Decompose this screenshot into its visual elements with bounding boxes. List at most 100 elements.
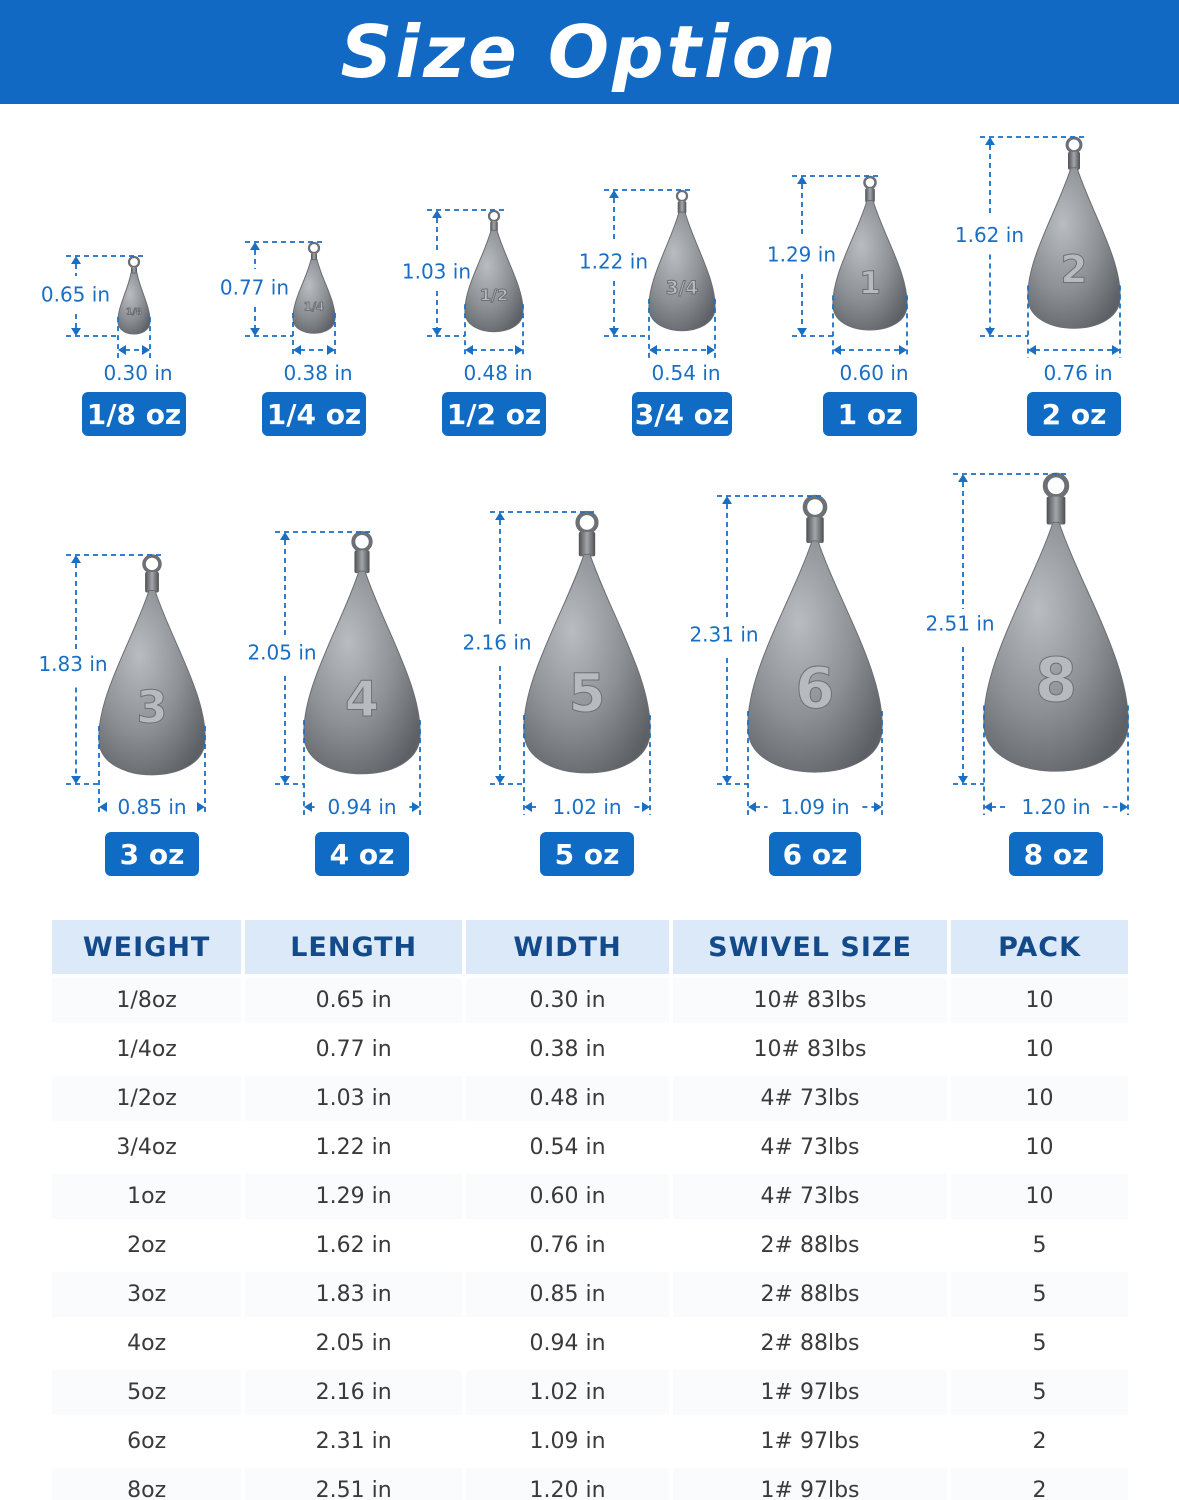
arrowhead — [99, 802, 107, 812]
arrowhead — [412, 802, 420, 812]
width-label: 0.94 in — [327, 795, 396, 819]
width-label: 1.09 in — [780, 795, 849, 819]
width-label: 0.54 in — [651, 361, 720, 385]
header-width: WIDTH — [466, 920, 669, 974]
cell-pack: 5 — [951, 1321, 1128, 1366]
arrowhead — [71, 328, 81, 336]
arrowhead — [515, 345, 523, 355]
cell-length: 2.16 in — [245, 1370, 463, 1415]
swivel-barrel — [354, 550, 370, 574]
sinker-body — [98, 590, 206, 776]
sinker-mark: 6 — [795, 656, 834, 721]
cell-pack: 2 — [951, 1419, 1128, 1464]
swivel-eye — [575, 510, 599, 535]
arrowhead — [280, 532, 290, 540]
arrowhead — [293, 345, 301, 355]
weight-badge: 5 oz — [540, 832, 634, 876]
sinker-8: 4 2.05 in 0.94 in — [247, 531, 421, 819]
arrowhead — [984, 802, 992, 812]
arrowhead — [874, 802, 882, 812]
width-label: 0.76 in — [1043, 361, 1112, 385]
arrowhead — [609, 190, 619, 198]
sinker-mark: 2 — [1061, 248, 1088, 293]
weight-badge: 4 oz — [315, 832, 409, 876]
length-label: 1.29 in — [767, 243, 836, 267]
swivel-eye — [863, 175, 877, 190]
cell-pack: 10 — [951, 1125, 1128, 1170]
swivel-eye — [127, 255, 141, 269]
cell-weight: 8oz — [52, 1468, 242, 1500]
cell-length: 1.62 in — [245, 1223, 463, 1268]
swivel-barrel — [145, 571, 159, 593]
length-label: 1.03 in — [402, 260, 471, 284]
sinker-7: 3 1.83 in 0.85 in — [38, 554, 206, 819]
cell-pack: 2 — [951, 1468, 1128, 1500]
arrowhead — [432, 210, 442, 218]
sinker-mark: 3/4 — [666, 278, 698, 299]
cell-pack: 10 — [951, 1027, 1128, 1072]
cell-length: 1.29 in — [245, 1174, 463, 1219]
sinker-mark: 5 — [569, 663, 606, 724]
sinker-4: 3/4 1.22 in 0.54 in — [579, 189, 721, 385]
sinker-body — [747, 540, 883, 773]
swivel-eye — [142, 554, 162, 574]
arrowhead — [748, 802, 756, 812]
arrowhead — [71, 776, 81, 784]
arrowhead — [280, 776, 290, 784]
length-label: 2.16 in — [462, 631, 531, 655]
sinker-3: 1/2 1.03 in 0.48 in — [402, 209, 533, 385]
weight-badge: 1/8 oz — [82, 392, 186, 436]
width-label: 0.60 in — [839, 361, 908, 385]
arrowhead — [985, 328, 995, 336]
table-row: 8oz 2.51 in 1.20 in 1# 97lbs 2 — [52, 1468, 1128, 1500]
cell-width: 1.02 in — [466, 1370, 669, 1415]
arrowhead — [495, 512, 505, 520]
cell-length: 1.22 in — [245, 1125, 463, 1170]
cell-weight: 2oz — [52, 1223, 242, 1268]
arrowhead — [707, 345, 715, 355]
sinker-body — [117, 272, 151, 335]
swivel-barrel — [1046, 496, 1066, 525]
arrowhead — [250, 242, 260, 250]
swivel-eye — [307, 241, 321, 255]
sinker-mark: 1 — [859, 266, 881, 302]
table-row: 1/4oz 0.77 in 0.38 in 10# 83lbs 10 — [52, 1027, 1128, 1072]
arrowhead — [722, 776, 732, 784]
arrowhead — [327, 345, 335, 355]
length-label: 2.51 in — [925, 612, 994, 636]
table-row: 2oz 1.62 in 0.76 in 2# 88lbs 5 — [52, 1223, 1128, 1268]
weight-badge: 1/4 oz — [262, 392, 366, 436]
arrowhead — [1120, 802, 1128, 812]
swivel-eye — [1065, 136, 1083, 154]
cell-weight: 1/2oz — [52, 1076, 242, 1121]
width-label: 1.20 in — [1021, 795, 1090, 819]
sinker-mark: 1/8 — [126, 308, 142, 318]
spec-table: WEIGHT LENGTH WIDTH SWIVEL SIZE PACK 1/8… — [48, 916, 1132, 1500]
cell-length: 1.83 in — [245, 1272, 463, 1317]
swivel-eye — [1042, 472, 1070, 500]
arrowhead — [642, 802, 650, 812]
cell-width: 1.09 in — [466, 1419, 669, 1464]
cell-width: 0.30 in — [466, 978, 669, 1023]
swivel-eye — [802, 494, 828, 520]
length-label: 0.65 in — [41, 283, 110, 307]
cell-swivel-size: 2# 88lbs — [672, 1272, 948, 1317]
cell-width: 0.38 in — [466, 1027, 669, 1072]
cell-weight: 5oz — [52, 1370, 242, 1415]
arrowhead — [71, 555, 81, 563]
sinker-6: 2 1.62 in 0.76 in — [955, 136, 1121, 385]
cell-length: 1.03 in — [245, 1076, 463, 1121]
weight-badge: 1/2 oz — [442, 392, 546, 436]
cell-pack: 10 — [951, 1174, 1128, 1219]
sinker-mark: 8 — [1035, 646, 1077, 716]
length-label: 0.77 in — [220, 276, 289, 300]
sinker-body — [464, 229, 524, 333]
cell-swivel-size: 4# 73lbs — [672, 1125, 948, 1170]
arrowhead — [609, 328, 619, 336]
sinker-10: 6 2.31 in 1.09 in — [689, 494, 883, 819]
length-label: 1.83 in — [38, 652, 107, 676]
table-row: 5oz 2.16 in 1.02 in 1# 97lbs 5 — [52, 1370, 1128, 1415]
cell-weight: 1oz — [52, 1174, 242, 1219]
arrowhead — [1028, 345, 1036, 355]
sinker-body — [1027, 167, 1121, 329]
